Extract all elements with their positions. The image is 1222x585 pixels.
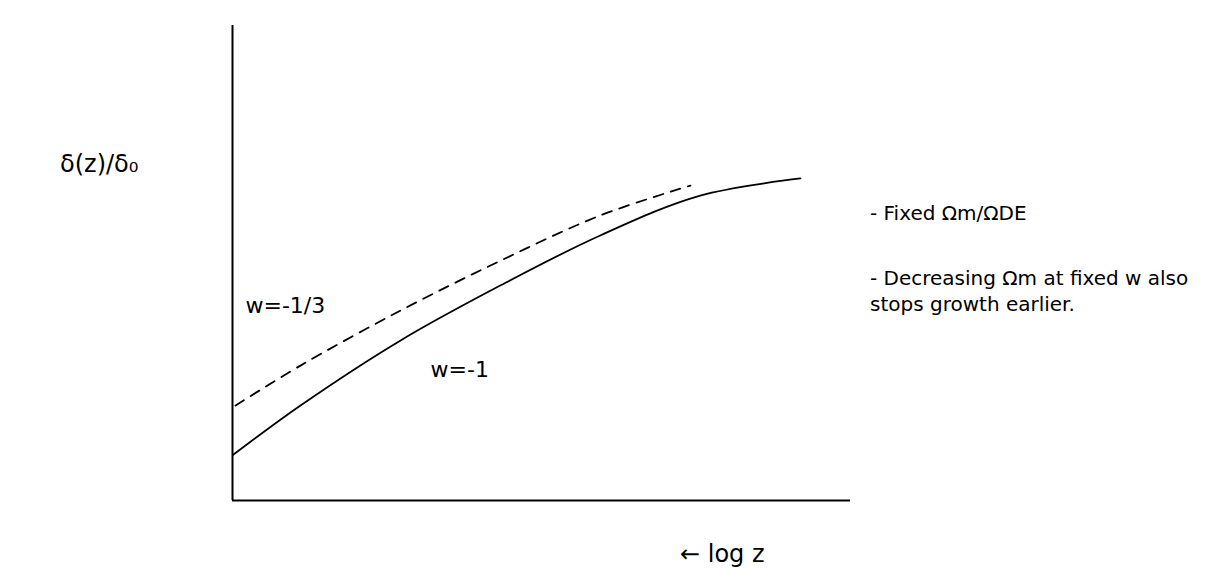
svg-text:w=-1/3: w=-1/3 (245, 293, 325, 318)
svg-text:w=-1: w=-1 (431, 357, 489, 382)
html-text:- Fixed Ωm/ΩDE: - Fixed Ωm/ΩDE (870, 201, 1027, 225)
html-text:- Decreasing Ωm at fixed w als: - Decreasing Ωm at fixed w also stops gr… (870, 266, 1189, 316)
html-text:δ(z)/δ₀: δ(z)/δ₀ (60, 150, 139, 178)
html-text:← log z: ← log z (680, 540, 765, 568)
